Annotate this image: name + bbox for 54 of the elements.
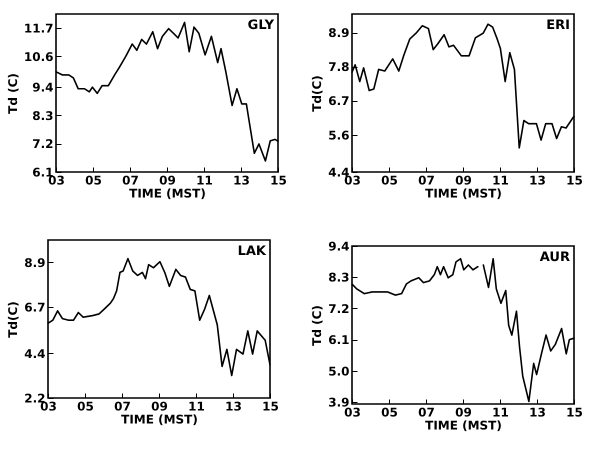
y-tick-label: 7.2 xyxy=(32,137,54,152)
y-tick-label: 4.4 xyxy=(24,346,46,361)
y-axis-title: Td (C) xyxy=(6,73,20,114)
x-tick-label: 07 xyxy=(418,406,435,420)
y-tick-label: 6.7 xyxy=(328,94,350,108)
x-axis-title: TIME (MST) xyxy=(129,186,206,200)
y-tick-label: 9.4 xyxy=(32,80,54,95)
x-tick-label: 05 xyxy=(77,400,94,414)
x-tick-label: 13 xyxy=(225,400,242,414)
y-axis-title: Td(C) xyxy=(310,75,324,112)
x-tick-label: 11 xyxy=(492,406,509,420)
x-tick-label: 05 xyxy=(85,174,102,188)
x-tick-label: 11 xyxy=(492,174,509,188)
x-tick-label: 13 xyxy=(529,174,546,188)
y-tick-label: 7.2 xyxy=(328,302,350,316)
annotation: ERI xyxy=(546,18,570,33)
x-tick-label: 13 xyxy=(529,406,546,420)
y-tick-label: 6.1 xyxy=(328,333,350,348)
x-tick-label: 15 xyxy=(566,174,583,188)
y-tick-label: 9.4 xyxy=(328,240,350,254)
y-tick-label: 10.6 xyxy=(24,50,54,64)
y-tick-label: 8.9 xyxy=(328,26,350,40)
y-tick-label: 7.8 xyxy=(328,60,350,74)
y-tick-label: 8.3 xyxy=(32,108,54,123)
y-tick-label: 5.0 xyxy=(328,364,350,378)
x-tick-label: 15 xyxy=(262,400,279,414)
x-tick-label: 09 xyxy=(455,174,472,188)
x-tick-label: 09 xyxy=(159,174,176,188)
y-tick-label: 6.7 xyxy=(24,300,46,314)
annotation: GLY xyxy=(248,18,275,33)
x-tick-label: 15 xyxy=(566,406,583,420)
x-tick-label: 05 xyxy=(381,406,398,420)
x-tick-label: 07 xyxy=(122,174,139,188)
x-tick-label: 07 xyxy=(418,174,435,188)
x-axis-title: TIME (MST) xyxy=(121,412,198,426)
x-axis-title: TIME (MST) xyxy=(425,186,502,200)
x-tick-label: 03 xyxy=(344,406,361,420)
annotation: AUR xyxy=(540,250,570,265)
x-tick-label: 13 xyxy=(233,174,250,188)
y-tick-label: 11.7 xyxy=(24,22,54,36)
x-tick-label: 09 xyxy=(455,406,472,420)
x-tick-label: 11 xyxy=(188,400,205,414)
x-axis-title: TIME (MST) xyxy=(425,418,502,432)
x-tick-label: 11 xyxy=(196,174,213,188)
x-tick-label: 05 xyxy=(381,174,398,188)
x-tick-label: 09 xyxy=(151,400,168,414)
annotation: LAK xyxy=(238,244,267,259)
y-axis-title: Td(C) xyxy=(6,301,20,338)
y-tick-label: 8.9 xyxy=(24,256,46,270)
y-axis-title: Td (C) xyxy=(310,305,324,346)
x-tick-label: 07 xyxy=(114,400,131,414)
y-tick-label: 8.3 xyxy=(328,270,350,285)
x-tick-label: 15 xyxy=(270,174,287,188)
y-tick-label: 5.6 xyxy=(328,128,350,142)
